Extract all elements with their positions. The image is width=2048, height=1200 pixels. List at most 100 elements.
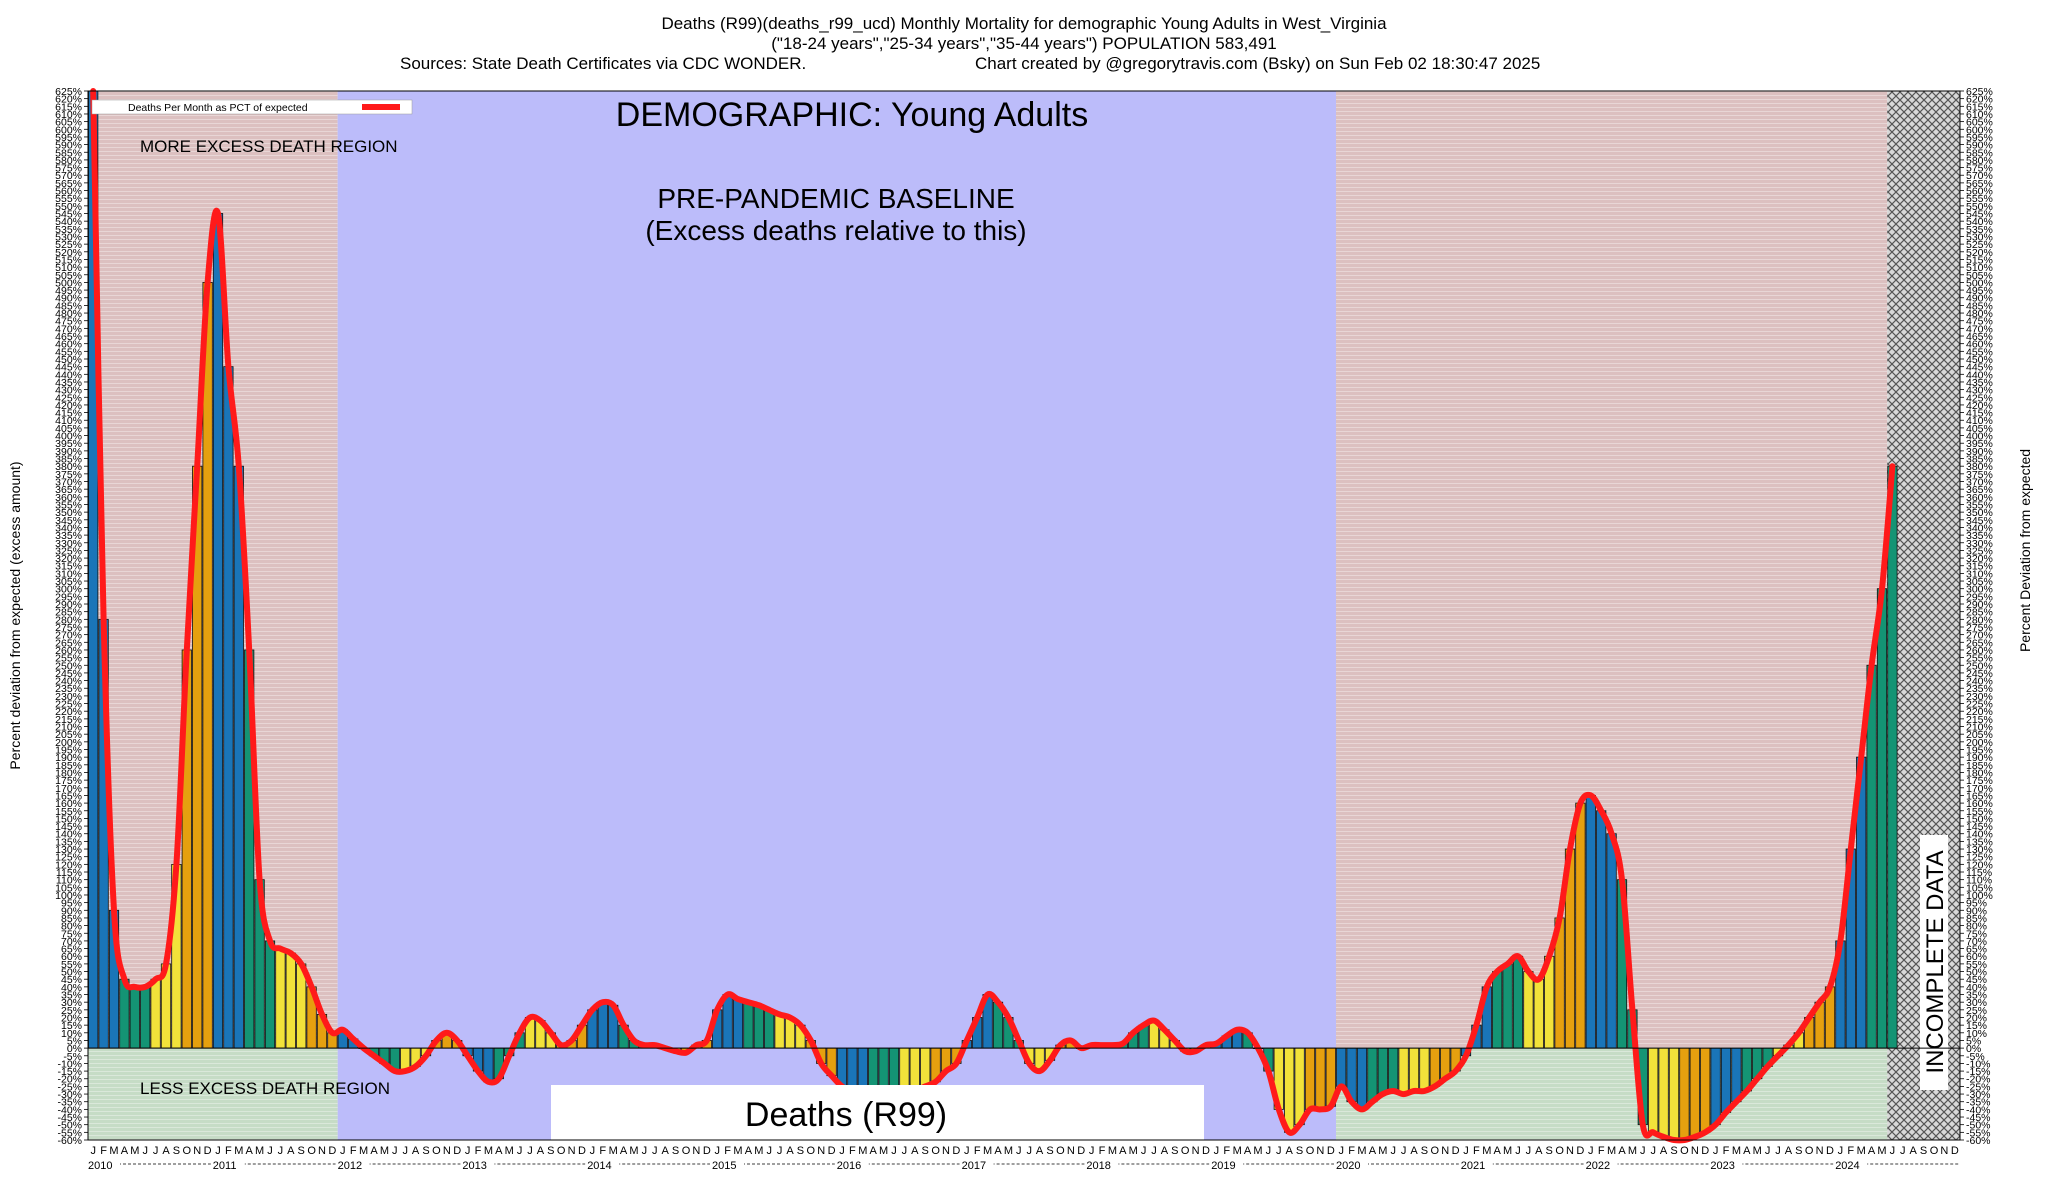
- ytick-label-left-320: 320%: [55, 553, 82, 565]
- bar-5: [140, 986, 151, 1049]
- ytick-label-right-220: 220%: [1966, 706, 1993, 718]
- ytick-label-left-115: 115%: [56, 867, 82, 879]
- ytick-label-right-120: 120%: [1966, 859, 1993, 871]
- ytick-label-right-230: 230%: [1966, 691, 1993, 703]
- xtick-month-138: J: [1526, 1145, 1532, 1157]
- chart-credit: Chart created by @gregorytravis.com (Bsk…: [975, 54, 1541, 73]
- ytick-label-right-360: 360%: [1966, 492, 1993, 504]
- xtick-month-113: J: [1266, 1145, 1272, 1157]
- bar-138: [1523, 971, 1534, 1049]
- xtick-month-69: O: [807, 1145, 816, 1157]
- ytick-label-left-215: 215%: [55, 714, 82, 726]
- y-axis-title-right: Percent Deviation from expected: [2017, 449, 2033, 652]
- bar-77: [888, 1047, 900, 1092]
- ytick-label-right-620: 620%: [1966, 94, 1993, 106]
- ytick-label-right-45: 45%: [1966, 974, 1987, 986]
- bar-127: [1408, 1047, 1420, 1092]
- ytick-label-right-160: 160%: [1966, 798, 1993, 810]
- bar-123: [1367, 1047, 1378, 1103]
- ytick-label-right-460: 460%: [1966, 339, 1993, 351]
- ytick-label-left--20: -20%: [57, 1074, 82, 1086]
- ytick-label-right-520: 520%: [1966, 247, 1993, 259]
- ytick-label-left-75: 75%: [61, 928, 82, 940]
- bar-143: [1575, 802, 1586, 1049]
- ytick-label-right-15: 15%: [1966, 1020, 1987, 1032]
- xtick-month-33: O: [432, 1145, 441, 1157]
- xtick-month-81: O: [931, 1145, 940, 1157]
- ytick-label-left-575: 575%: [55, 163, 82, 175]
- ytick-label-right-530: 530%: [1966, 231, 1993, 243]
- ytick-label-left-140: 140%: [55, 829, 82, 841]
- bar-171: [1866, 664, 1877, 1049]
- ytick-label-left-195: 195%: [55, 744, 82, 756]
- xtick-year-2012: 2012: [338, 1160, 362, 1172]
- ytick-label-right-95: 95%: [1966, 898, 1987, 910]
- ytick-label-right-180: 180%: [1966, 767, 1993, 779]
- bar-146: [1606, 833, 1617, 1049]
- xtick-month-136: M: [1503, 1145, 1512, 1157]
- xtick-year-2010: 2010: [88, 1160, 112, 1172]
- ytick-label-left-90: 90%: [61, 905, 82, 917]
- xtick-month-177: O: [1930, 1145, 1939, 1157]
- ytick-label-right-450: 450%: [1966, 354, 1993, 366]
- bar-158: [1731, 1047, 1742, 1103]
- ytick-label-left-235: 235%: [55, 683, 82, 695]
- ytick-label-left-435: 435%: [55, 377, 82, 389]
- ytick-label-right-85: 85%: [1966, 913, 1987, 925]
- ytick-label-right-580: 580%: [1966, 155, 1993, 167]
- ytick-label-left-330: 330%: [55, 538, 82, 550]
- xtick-month-166: N: [1816, 1145, 1824, 1157]
- xtick-month-74: M: [858, 1145, 867, 1157]
- ytick-label-left-560: 560%: [55, 186, 82, 198]
- ytick-label-left-480: 480%: [55, 308, 82, 320]
- region-label-more-excess: MORE EXCESS DEATH REGION: [140, 137, 398, 156]
- xtick-month-165: O: [1805, 1145, 1814, 1157]
- xtick-month-84: J: [964, 1145, 970, 1157]
- xtick-month-0: J: [90, 1145, 96, 1157]
- xtick-month-127: A: [1410, 1145, 1418, 1157]
- ytick-label-right-485: 485%: [1966, 300, 1993, 312]
- xtick-month-8: S: [173, 1145, 180, 1157]
- ytick-label-left-410: 410%: [55, 415, 82, 427]
- bar-76: [878, 1047, 889, 1092]
- xtick-year-2024: 2024: [1835, 1160, 1859, 1172]
- xtick-month-1: F: [100, 1145, 107, 1157]
- xtick-month-40: M: [505, 1145, 514, 1157]
- ytick-label-right-0: 0%: [1966, 1043, 1981, 1055]
- ytick-label-left-50: 50%: [61, 967, 82, 979]
- xtick-month-173: J: [1890, 1145, 1896, 1157]
- ytick-label-right-435: 435%: [1966, 377, 1993, 389]
- ytick-label-left--35: -35%: [57, 1097, 82, 1109]
- xtick-month-114: J: [1276, 1145, 1282, 1157]
- xtick-month-9: O: [183, 1145, 192, 1157]
- xtick-month-120: J: [1338, 1145, 1344, 1157]
- ytick-label-left-520: 520%: [55, 247, 82, 259]
- ytick-label-left-590: 590%: [55, 140, 82, 152]
- ytick-label-right-515: 515%: [1966, 254, 1993, 266]
- ytick-label-right-10: 10%: [1966, 1028, 1987, 1040]
- xtick-month-19: A: [287, 1145, 295, 1157]
- xtick-month-174: J: [1900, 1145, 1906, 1157]
- year-label-bg-2013: [460, 1158, 495, 1171]
- ytick-label-left--25: -25%: [57, 1081, 82, 1093]
- xtick-month-170: M: [1857, 1145, 1866, 1157]
- ytick-label-left-500: 500%: [55, 277, 82, 289]
- year-label-bg-2017: [959, 1158, 994, 1171]
- ytick-label-right-325: 325%: [1966, 545, 1993, 557]
- ytick-label-right-540: 540%: [1966, 216, 1993, 228]
- ytick-label-right-140: 140%: [1966, 829, 1993, 841]
- ytick-label-right--25: -25%: [1966, 1081, 1991, 1093]
- xtick-month-61: F: [724, 1145, 731, 1157]
- ytick-label-right-75: 75%: [1966, 928, 1987, 940]
- xtick-month-11: D: [204, 1145, 212, 1157]
- xtick-month-159: A: [1743, 1145, 1751, 1157]
- overlay-title: Deaths (R99): [745, 1096, 947, 1134]
- xtick-month-18: J: [278, 1145, 284, 1157]
- region-label-less-excess: LESS EXCESS DEATH REGION: [140, 1079, 390, 1098]
- xtick-month-169: F: [1847, 1145, 1854, 1157]
- ytick-label-right-260: 260%: [1966, 645, 1993, 657]
- xtick-month-31: A: [412, 1145, 420, 1157]
- bar-153: [1679, 1047, 1690, 1141]
- ytick-label-left-125: 125%: [55, 852, 82, 864]
- xtick-month-134: M: [1482, 1145, 1491, 1157]
